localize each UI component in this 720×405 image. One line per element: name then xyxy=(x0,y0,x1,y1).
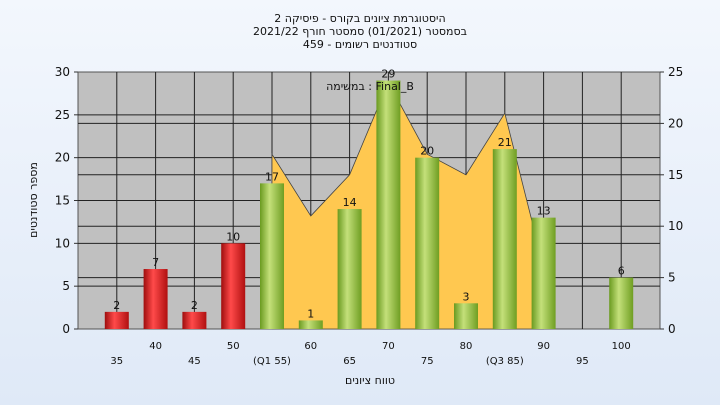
y-axis-label: מספר סטודנטים xyxy=(27,162,40,238)
x-axis-label: טווח ציונים xyxy=(345,374,395,387)
x-tick-label: 100 xyxy=(612,341,631,352)
x-tick-label: 95 xyxy=(576,356,589,367)
bar-data-label: 21 xyxy=(498,136,512,149)
bar-data-label: 7 xyxy=(152,256,159,269)
bar-data-label: 3 xyxy=(463,290,470,303)
left-tick-label: 0 xyxy=(62,322,70,336)
bar-45 xyxy=(182,311,207,329)
right-tick-label: 15 xyxy=(668,168,683,182)
right-tick-label: 10 xyxy=(668,219,683,233)
left-tick-label: 10 xyxy=(55,236,70,250)
bar-data-label: 20 xyxy=(420,145,434,158)
bar-75 xyxy=(415,157,440,329)
bar-data-label: 29 xyxy=(381,68,395,81)
bar-155 xyxy=(260,183,284,329)
bar-100 xyxy=(609,277,634,329)
right-tick-label: 0 xyxy=(668,322,676,336)
bar-data-label: 13 xyxy=(537,205,551,218)
bar-65 xyxy=(337,209,362,329)
x-tick-label: 65 xyxy=(343,356,356,367)
x-tick-label: 40 xyxy=(149,341,162,352)
right-tick-label: 25 xyxy=(668,65,683,79)
x-tick-label: 35 xyxy=(110,356,123,367)
x-tick-label: 90 xyxy=(537,341,550,352)
left-tick-label: 20 xyxy=(55,151,70,165)
chart-title-line-1: היסטוגרמת ציונים בקורס - פיסיקה 2 xyxy=(274,12,446,25)
x-tick-label: 75 xyxy=(421,356,434,367)
x-tick-label: (Q3 85) xyxy=(486,356,524,367)
bar-data-label: 6 xyxy=(618,265,625,278)
chart-title-line-3: סטודנטים רשומים - 459 xyxy=(302,38,418,51)
x-tick-label: 80 xyxy=(460,341,473,352)
bar-data-label: 1 xyxy=(307,307,314,320)
left-tick-label: 25 xyxy=(55,108,70,122)
x-tick-label: 60 xyxy=(304,341,317,352)
left-tick-label: 5 xyxy=(62,279,70,293)
x-tick-label: (Q1 55) xyxy=(253,356,291,367)
bar-385 xyxy=(492,149,517,329)
bar-50 xyxy=(221,243,246,329)
bar-35 xyxy=(104,311,129,329)
x-tick-label: 45 xyxy=(188,356,201,367)
left-tick-label: 30 xyxy=(55,65,70,79)
left-tick-label: 15 xyxy=(55,194,70,208)
bar-data-label: 14 xyxy=(343,196,357,209)
bar-40 xyxy=(143,269,168,329)
chart-annotation: במשימה : Final_B xyxy=(326,80,414,93)
right-tick-label: 20 xyxy=(668,116,683,130)
bar-90 xyxy=(531,217,556,329)
bar-70 xyxy=(376,80,401,329)
bar-data-label: 2 xyxy=(113,299,120,312)
bar-data-label: 2 xyxy=(191,299,198,312)
right-tick-label: 5 xyxy=(668,271,676,285)
x-tick-label: 50 xyxy=(227,341,240,352)
bar-data-label: 10 xyxy=(226,230,240,243)
bar-data-label: 17 xyxy=(265,170,279,183)
chart-title-line-2: בסמסטר (01/2021) סמסטר חורף 2021/22 xyxy=(253,25,467,38)
x-tick-label: 70 xyxy=(382,341,395,352)
bar-80 xyxy=(454,303,478,329)
bar-60 xyxy=(298,320,323,329)
